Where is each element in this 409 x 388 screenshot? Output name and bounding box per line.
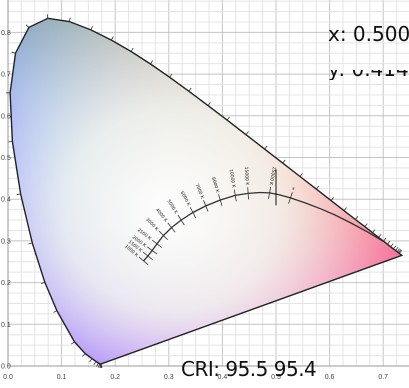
y-tick-label: 0.6 bbox=[1, 113, 11, 120]
cri-readout: CRI: 95.5 95.4 bbox=[181, 359, 316, 379]
wavelength-tick bbox=[53, 311, 57, 313]
y-tick-label: 0.8 bbox=[1, 30, 11, 37]
wavelength-tick bbox=[69, 18, 70, 22]
wavelength-tick bbox=[300, 173, 302, 176]
wavelength-tick bbox=[365, 224, 367, 227]
wavelength-tick bbox=[379, 234, 381, 237]
y-tick-label: 0.3 bbox=[1, 238, 11, 245]
wavelength-tick bbox=[91, 26, 93, 30]
x-tick-label: 0.1 bbox=[57, 374, 67, 381]
wavelength-tick bbox=[344, 208, 346, 211]
x-tick-label: 0.7 bbox=[378, 374, 388, 381]
wavelength-tick bbox=[28, 243, 32, 244]
x-tick-label: 0.6 bbox=[325, 374, 335, 381]
wavelength-tick bbox=[71, 342, 74, 344]
y-coordinate-readout: y: 0.414 bbox=[328, 70, 409, 80]
wavelength-tick bbox=[391, 244, 393, 247]
x-tick-label: 0.2 bbox=[110, 374, 120, 381]
x-tick-label: 0.0 bbox=[3, 374, 13, 381]
wavelength-tick bbox=[283, 160, 285, 163]
wavelength-tick bbox=[387, 241, 389, 244]
wavelength-tick bbox=[111, 37, 113, 41]
wavelength-tick bbox=[94, 361, 96, 364]
wavelength-tick bbox=[90, 359, 92, 362]
wavelength-tick bbox=[227, 117, 229, 120]
wavelength-tick bbox=[17, 194, 21, 195]
x-tick-label: 0.3 bbox=[164, 374, 174, 381]
wavelength-tick bbox=[131, 48, 133, 51]
y-coordinate-text: y: 0.414 bbox=[328, 70, 409, 79]
y-tick-label: 0.0 bbox=[1, 364, 11, 371]
y-tick-label: 0.1 bbox=[1, 322, 11, 329]
y-tick-label: 0.4 bbox=[1, 197, 11, 204]
y-tick-label: 0.5 bbox=[1, 155, 11, 162]
wavelength-tick bbox=[393, 246, 395, 249]
y-tick-label: 0.2 bbox=[1, 280, 11, 287]
wavelength-tick bbox=[189, 88, 191, 91]
x-coordinate-readout: x: 0.500 bbox=[328, 24, 409, 44]
wavelength-tick bbox=[26, 25, 29, 28]
wavelength-tick bbox=[246, 132, 248, 135]
y-tick-label: 0.7 bbox=[1, 72, 11, 79]
